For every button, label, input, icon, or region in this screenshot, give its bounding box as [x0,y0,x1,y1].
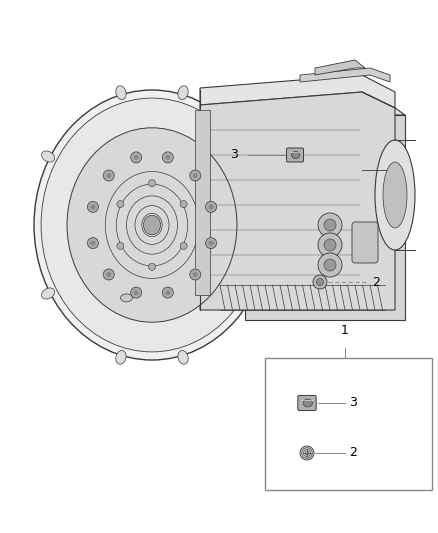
Ellipse shape [42,288,55,299]
Circle shape [148,263,155,270]
Circle shape [313,275,327,289]
Ellipse shape [116,86,126,100]
Circle shape [193,173,198,178]
Polygon shape [315,60,365,75]
Circle shape [131,152,141,163]
Circle shape [190,170,201,181]
Polygon shape [200,90,405,115]
Circle shape [324,219,336,231]
Ellipse shape [34,90,270,360]
Circle shape [205,201,216,212]
Text: 2: 2 [349,447,357,459]
Circle shape [180,243,187,249]
Circle shape [165,155,170,160]
Ellipse shape [249,288,262,299]
Circle shape [324,259,336,271]
Text: 3: 3 [230,149,238,161]
Circle shape [106,272,111,277]
Circle shape [134,155,139,160]
Circle shape [117,200,124,207]
Circle shape [205,238,216,248]
Text: 3: 3 [349,397,357,409]
Circle shape [117,243,124,249]
Ellipse shape [249,151,262,162]
FancyBboxPatch shape [352,222,378,263]
Text: 1: 1 [341,324,349,337]
Bar [265,358,432,490]
Circle shape [88,238,99,248]
FancyBboxPatch shape [286,148,304,162]
Circle shape [318,213,342,237]
Polygon shape [200,92,395,310]
Circle shape [208,240,214,246]
Polygon shape [245,115,405,320]
Circle shape [317,279,324,286]
Ellipse shape [120,294,133,302]
Circle shape [106,173,111,178]
Circle shape [103,269,114,280]
Ellipse shape [42,151,55,162]
Ellipse shape [292,151,300,159]
Polygon shape [300,68,390,82]
Polygon shape [195,110,210,295]
Ellipse shape [303,399,312,407]
Ellipse shape [383,162,407,228]
Circle shape [300,446,314,460]
Circle shape [190,269,201,280]
Circle shape [134,290,139,295]
Circle shape [318,253,342,277]
Circle shape [318,233,342,257]
Circle shape [90,204,95,209]
Ellipse shape [67,128,237,322]
Ellipse shape [375,140,415,250]
Circle shape [165,290,170,295]
Circle shape [208,204,214,209]
FancyBboxPatch shape [298,395,316,410]
Circle shape [162,152,173,163]
Polygon shape [200,75,395,108]
Circle shape [88,201,99,212]
Ellipse shape [144,215,160,235]
Circle shape [131,287,141,298]
Circle shape [324,239,336,251]
Ellipse shape [41,98,263,352]
Circle shape [148,180,155,187]
Ellipse shape [178,86,188,100]
Ellipse shape [116,351,126,364]
Circle shape [90,240,95,246]
Circle shape [103,170,114,181]
Text: 2: 2 [372,276,380,288]
Circle shape [193,272,198,277]
Ellipse shape [178,351,188,364]
Circle shape [180,200,187,207]
Circle shape [162,287,173,298]
